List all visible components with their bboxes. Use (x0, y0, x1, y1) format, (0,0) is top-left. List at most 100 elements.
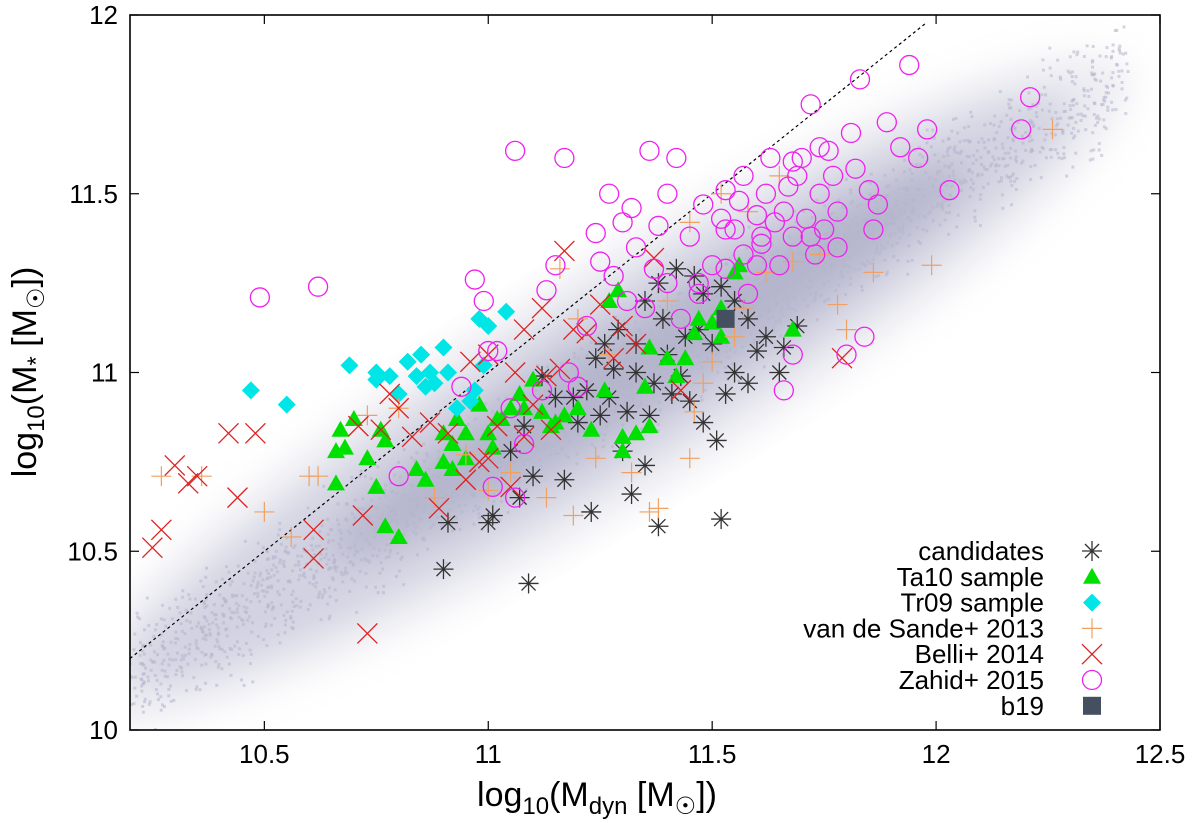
density-pixel (141, 672, 145, 676)
point-cross (401, 426, 423, 448)
density-pixel (315, 581, 319, 585)
point-circle (782, 151, 803, 172)
point-circle (710, 208, 732, 229)
density-pixel (188, 620, 192, 624)
density-pixel (1034, 111, 1038, 115)
density-pixel (243, 539, 247, 543)
density-pixel (311, 583, 315, 587)
density-pixel (752, 341, 756, 345)
point-circle (939, 180, 960, 201)
density-pixel (248, 648, 252, 652)
density-pixel (167, 687, 171, 691)
density-pixel (368, 542, 372, 546)
point-triangle (389, 527, 408, 544)
density-pixel (140, 661, 144, 665)
density-pixel (774, 321, 778, 325)
density-pixel (768, 277, 772, 281)
density-pixel (821, 266, 825, 270)
density-pixel (1115, 28, 1119, 32)
density-pixel (1042, 85, 1046, 89)
density-pixel (353, 516, 357, 520)
density-pixel (439, 501, 443, 505)
density-pixel (636, 387, 640, 391)
density-pixel (202, 602, 206, 606)
density-pixel (895, 203, 899, 207)
density-pixel (946, 137, 950, 141)
density-pixel (460, 448, 464, 452)
series-5 (249, 54, 1041, 508)
density-pixel (359, 531, 363, 535)
density-pixel (758, 293, 762, 297)
density-pixel (256, 591, 260, 595)
point-circle (733, 244, 754, 265)
point-triangle (376, 431, 395, 448)
density-pixel (276, 633, 280, 637)
point-plus (151, 466, 172, 487)
density-pixel (833, 226, 837, 230)
density-pixel (1070, 131, 1074, 135)
density-pixel (843, 265, 847, 269)
density-pixel (570, 366, 574, 370)
density-pixel (440, 526, 444, 530)
density-pixel (658, 321, 662, 325)
density-pixel (393, 473, 397, 477)
density-pixel (740, 345, 744, 349)
legend-label: Zahid+ 2015 (899, 665, 1044, 695)
density-pixel (566, 406, 570, 410)
density-pixel (939, 204, 943, 208)
density-pixel (184, 608, 188, 612)
density-pixel (868, 192, 872, 196)
density-pixel (600, 411, 604, 415)
density-pixel (1063, 109, 1067, 113)
density-pixel (246, 571, 250, 575)
density-pixel (698, 305, 702, 309)
density-pixel (334, 569, 338, 573)
point-asterisk (523, 466, 544, 487)
density-pixel (256, 583, 260, 587)
density-pixel (698, 328, 702, 332)
density-pixel (794, 309, 798, 313)
legend-item: candidates (918, 536, 1102, 566)
density-pixel (457, 474, 461, 478)
density-pixel (907, 233, 911, 237)
density-pixel (929, 145, 933, 149)
density-pixel (723, 273, 727, 277)
point-asterisk (755, 326, 776, 347)
density-pixel (808, 279, 812, 283)
density-pixel (832, 221, 836, 225)
density-pixel (195, 685, 199, 689)
density-pixel (792, 257, 796, 261)
density-pixel (288, 580, 292, 584)
density-pixel (345, 571, 349, 575)
point-diamond (479, 317, 498, 336)
density-pixel (672, 309, 676, 313)
density-pixel (874, 275, 878, 279)
density-pixel (339, 531, 343, 535)
density-pixel (1102, 118, 1106, 122)
point-cross (536, 365, 557, 387)
point-diamond (447, 399, 466, 418)
density-pixel (405, 540, 409, 544)
density-pixel (575, 424, 579, 428)
point-diamond (380, 367, 399, 386)
point-triangle (712, 327, 731, 344)
point-circle (666, 147, 687, 169)
density-pixel (283, 549, 287, 553)
density-pixel (829, 262, 833, 266)
point-triangle (331, 420, 350, 437)
point-circle (621, 197, 642, 219)
density-pixel (979, 162, 983, 166)
point-diamond (438, 363, 457, 382)
density-pixel (945, 150, 949, 154)
density-pixel (341, 580, 345, 584)
density-pixel (944, 183, 948, 187)
density-pixel (248, 662, 252, 666)
point-asterisk (661, 383, 682, 404)
density-pixel (866, 259, 870, 263)
density-pixel (230, 593, 234, 597)
point-triangle (510, 384, 529, 401)
density-pixel (952, 173, 956, 177)
point-asterisk (711, 276, 732, 297)
density-pixel (1039, 176, 1043, 180)
density-pixel (973, 215, 977, 219)
